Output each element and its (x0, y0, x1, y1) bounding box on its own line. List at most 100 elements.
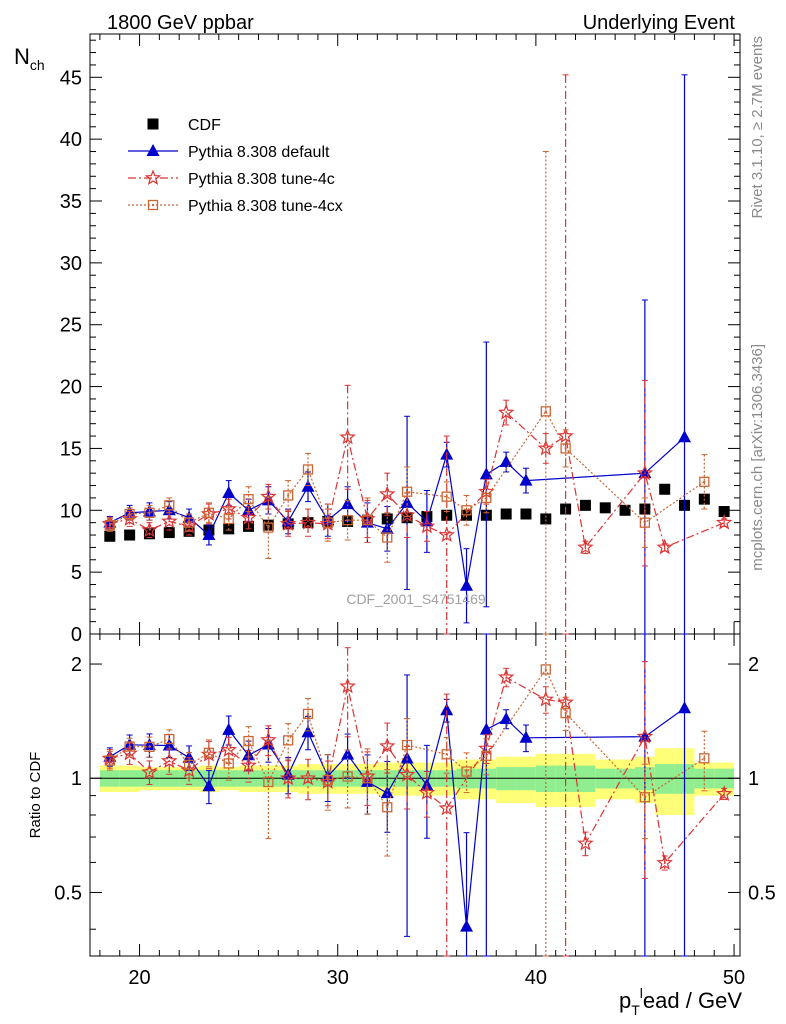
data-point (240, 509, 257, 525)
data-point (715, 785, 733, 801)
data-point (460, 919, 474, 932)
data-point (147, 118, 159, 130)
y-tick-label: 20 (60, 377, 82, 399)
data-point-center (108, 524, 111, 527)
data-point (141, 521, 158, 538)
data-point-center (306, 468, 309, 471)
axes: 20 30 40 50 0 5 10 15 20 25 30 35 40 45 0.5 0.5 1 1 2 2 (54, 33, 776, 989)
data-point (560, 443, 571, 454)
data-point-center (287, 494, 290, 497)
data-point (461, 505, 472, 516)
data-point (678, 701, 692, 714)
side-label-rivet: Rivet 3.1.10, ≥ 2.7M events (749, 36, 766, 219)
data-point (283, 490, 294, 501)
data-point (636, 464, 654, 481)
xlabel-sub: T (631, 1002, 640, 1018)
data-point (500, 508, 512, 520)
data-point-center (703, 480, 706, 483)
data-point-center (188, 521, 191, 524)
band-green (575, 765, 596, 792)
data-point-center (207, 751, 210, 754)
data-point-center (643, 796, 646, 799)
main-ylabel-main: N (14, 44, 30, 69)
data-point (438, 526, 455, 543)
data-point (481, 750, 492, 761)
main-ylabel: Nch (14, 44, 45, 73)
data-point-center (406, 490, 409, 493)
xaxis-label: pTlead / GeV (619, 985, 742, 1018)
data-point-center (465, 509, 468, 512)
data-point-center (247, 498, 250, 501)
data-point (104, 519, 115, 531)
data-point-center (207, 511, 210, 514)
data-point-center (227, 762, 230, 765)
data-point (141, 763, 158, 780)
ratio-frame (89, 633, 741, 957)
data-point (161, 512, 178, 529)
data-point (281, 514, 295, 527)
data-point-center (148, 511, 151, 514)
data-point (302, 464, 314, 475)
y-tick-label: 0 (71, 624, 82, 646)
data-point (438, 799, 455, 816)
data-point (341, 497, 355, 510)
data-point-center (287, 739, 290, 742)
side-label-mcplots: mcplots.cern.ch [arXiv:1306.3436] (749, 344, 766, 571)
data-point (519, 730, 533, 743)
data-point-center (564, 712, 567, 715)
data-point (636, 727, 654, 744)
x-tick-label: 20 (128, 967, 150, 989)
ratio-ylabel: Ratio to CDF (27, 752, 44, 839)
data-point-center (485, 496, 488, 499)
data-point-center (346, 519, 349, 522)
data-point (400, 495, 414, 508)
main-ylabel-sub: ch (30, 57, 45, 73)
data-point (302, 517, 314, 529)
data-point (537, 439, 555, 456)
data-series (101, 74, 733, 957)
data-point (401, 486, 413, 497)
data-point (162, 738, 176, 751)
series-line-main (109, 411, 725, 549)
data-point (240, 756, 257, 773)
data-point-center (386, 536, 389, 539)
data-point-center (247, 740, 250, 743)
data-point (460, 578, 474, 591)
data-point (599, 502, 611, 514)
data-point (540, 406, 551, 417)
data-point (279, 515, 297, 531)
x-tick-label: 50 (723, 967, 745, 989)
data-point-center (152, 204, 154, 206)
data-point (203, 747, 215, 758)
data-point (656, 854, 673, 870)
data-point (124, 529, 136, 541)
data-point (540, 513, 552, 525)
y-tick-label: 35 (60, 191, 82, 213)
data-point (659, 483, 671, 495)
data-point (144, 741, 155, 753)
legend-entry: Pythia 8.308 default (188, 144, 330, 161)
series-line-main (109, 410, 705, 539)
data-point (478, 483, 495, 499)
data-point (461, 766, 472, 777)
data-point (619, 504, 631, 516)
ratio-y-tick-label-right: 0.5 (748, 882, 776, 904)
data-point (656, 538, 673, 555)
data-point (520, 508, 532, 520)
data-point (362, 773, 373, 784)
data-point-center (267, 526, 270, 529)
data-point (441, 509, 453, 521)
data-point (715, 513, 733, 530)
data-point-center (465, 770, 468, 773)
data-point-center (267, 781, 270, 784)
data-point (163, 527, 175, 539)
data-point-center (128, 513, 131, 515)
data-point (164, 500, 175, 511)
data-point-center (386, 806, 389, 809)
y-tick-label: 30 (60, 253, 82, 275)
data-point (398, 766, 416, 782)
data-point (183, 759, 195, 771)
series-2 (101, 74, 733, 957)
data-point (342, 771, 353, 782)
